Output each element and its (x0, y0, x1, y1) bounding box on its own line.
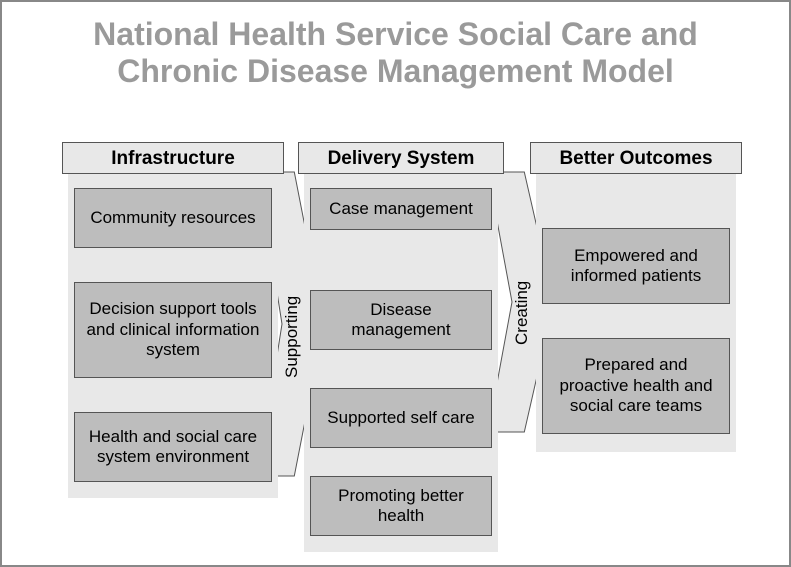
box-outcomes-1: Prepared and proactive health and social… (542, 338, 730, 434)
column-header-infrastructure: Infrastructure (62, 142, 284, 174)
box-delivery-1: Disease management (310, 290, 492, 350)
box-infrastructure-0: Community resources (74, 188, 272, 248)
title-line-2: Chronic Disease Management Model (2, 53, 789, 90)
box-infrastructure-1: Decision support tools and clinical info… (74, 282, 272, 378)
box-infrastructure-2: Health and social care system environmen… (74, 412, 272, 482)
page-title: National Health Service Social Care and … (2, 2, 789, 90)
title-line-1: National Health Service Social Care and (2, 16, 789, 53)
box-delivery-3: Promoting better health (310, 476, 492, 536)
column-header-outcomes: Better Outcomes (530, 142, 742, 174)
box-delivery-0: Case management (310, 188, 492, 230)
box-outcomes-0: Empowered and informed patients (542, 228, 730, 304)
column-header-delivery: Delivery System (298, 142, 504, 174)
box-delivery-2: Supported self care (310, 388, 492, 448)
diagram-canvas: SupportingCreatingInfrastructureCommunit… (58, 132, 748, 552)
